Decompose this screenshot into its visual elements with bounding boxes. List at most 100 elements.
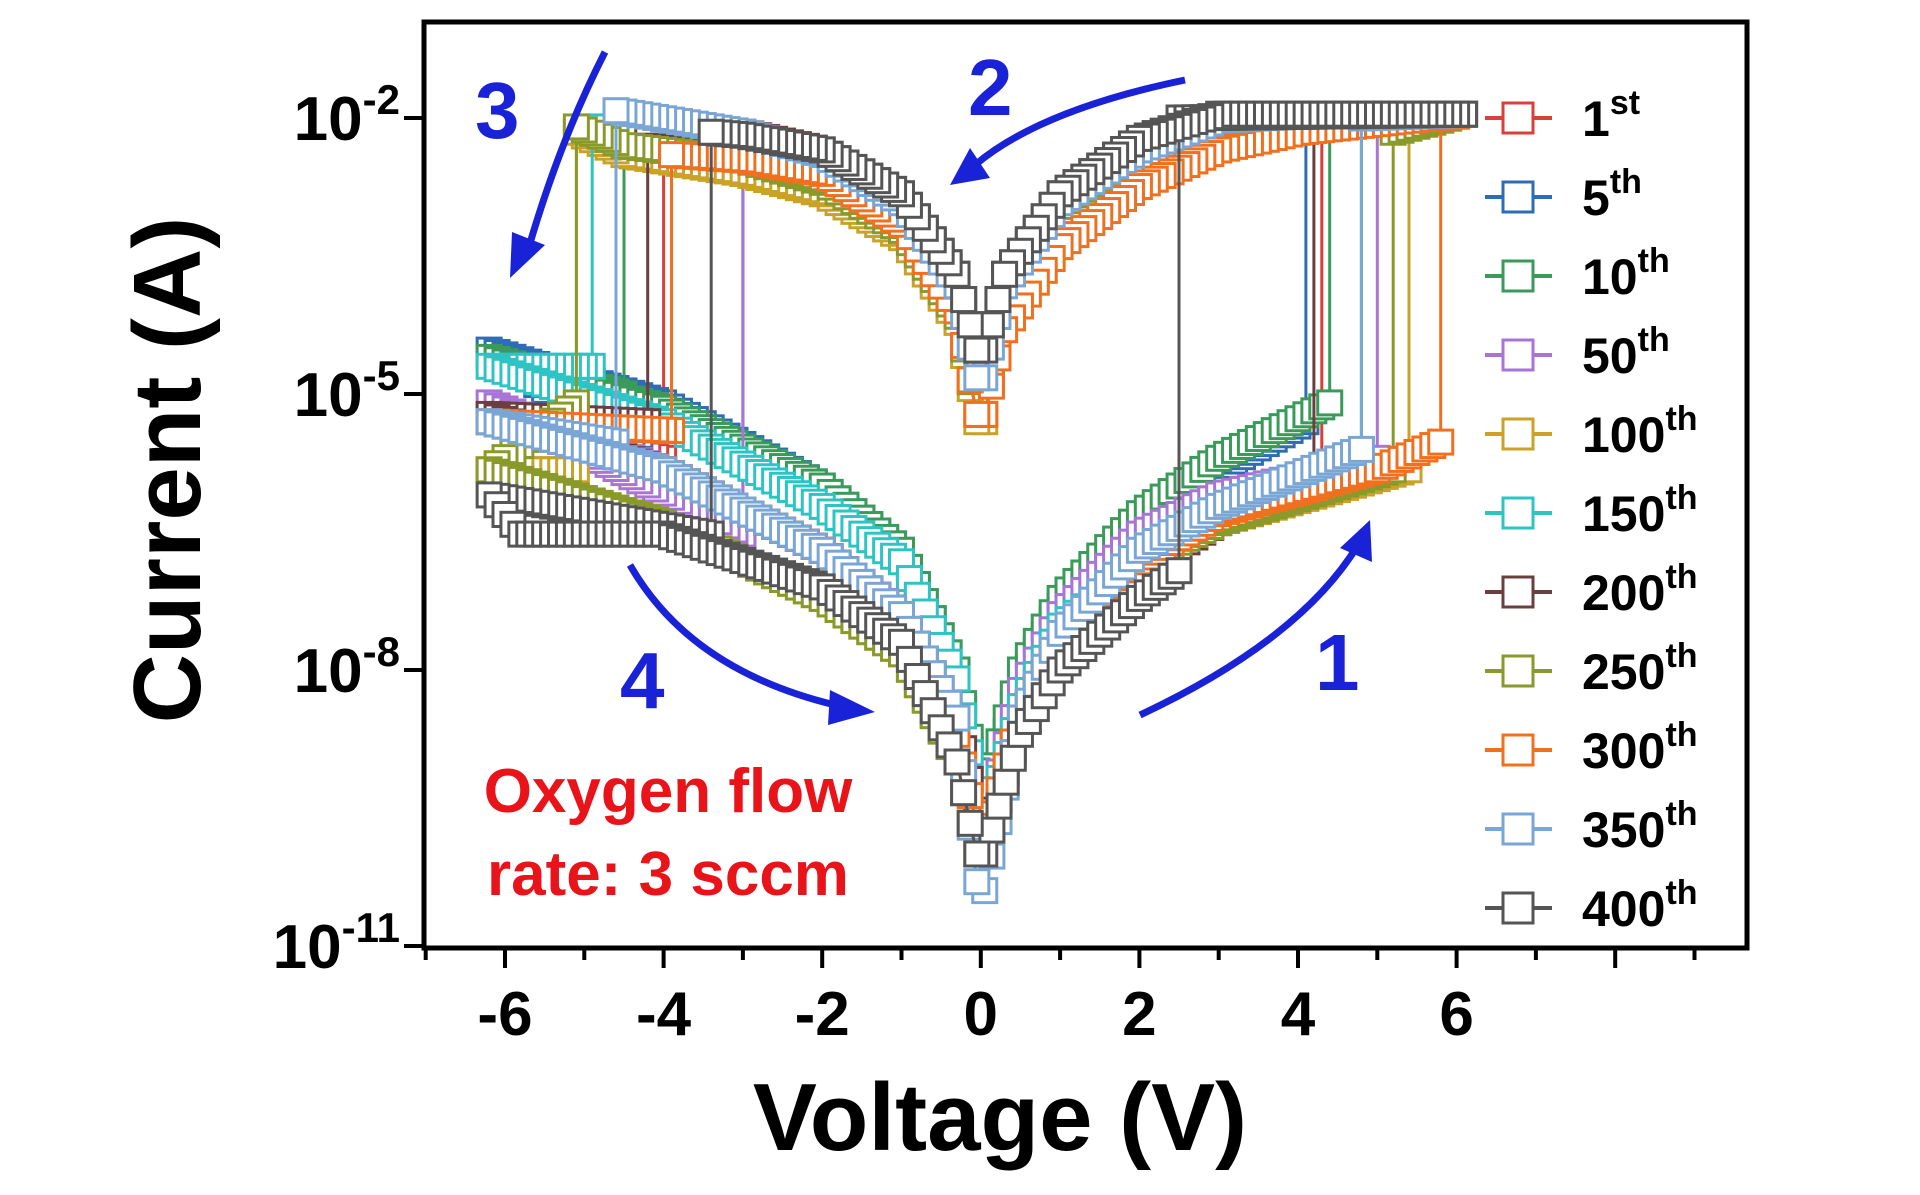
legend-number: 1	[1582, 91, 1610, 147]
legend-suffix: st	[1610, 84, 1640, 122]
legend-label: 150th	[1582, 479, 1698, 542]
arrow-3-head-icon	[510, 232, 545, 278]
legend-square-icon	[1501, 417, 1535, 451]
data-point	[950, 286, 978, 314]
arrow-3-icon	[524, 50, 609, 251]
legend-number: 150	[1582, 486, 1665, 542]
plot-frame	[421, 19, 1750, 951]
note-line-1: Oxygen flow	[484, 757, 853, 826]
arrow-heads	[510, 148, 1372, 725]
legend-suffix: th	[1665, 400, 1697, 438]
legend-item: 10th	[1485, 242, 1670, 305]
data-point	[984, 286, 1012, 314]
legend-square-icon	[1501, 180, 1535, 214]
legend-item: 200th	[1485, 558, 1698, 621]
legend-label: 400th	[1582, 874, 1698, 937]
legend-item: 150th	[1485, 479, 1698, 542]
sweep-label-1: 1	[1315, 618, 1360, 707]
x-tick-label: -4	[636, 980, 692, 1049]
legend-number: 300	[1582, 723, 1665, 779]
data-point	[963, 336, 991, 364]
y-tick-label: 10-2	[294, 76, 400, 154]
data-point	[602, 97, 630, 125]
legend-square-icon	[1501, 733, 1535, 767]
x-axis: -6 -4 -2 0 2 4 6	[423, 948, 1697, 1049]
legend-number: 250	[1582, 644, 1665, 700]
data-point	[697, 118, 725, 146]
data-point	[1427, 428, 1455, 456]
legend-label: 5th	[1582, 163, 1642, 226]
y-tick-exponent: -11	[342, 904, 400, 951]
y-tick-base: 10	[294, 361, 363, 430]
x-axis-title: Voltage (V)	[753, 1064, 1247, 1171]
data-point	[950, 779, 978, 807]
data-point	[956, 809, 984, 837]
data-point	[963, 400, 991, 428]
legend-square-icon	[1501, 259, 1535, 293]
legend-square-icon	[1501, 812, 1535, 846]
legend-square-icon	[1501, 891, 1535, 925]
legend-label: 10th	[1582, 242, 1670, 305]
y-tick-exponent: -2	[363, 76, 400, 123]
legend-label: 50th	[1582, 321, 1670, 384]
legend-suffix: th	[1665, 795, 1697, 833]
legend-square-icon	[1501, 654, 1535, 688]
y-tick-label: 10-11	[273, 904, 400, 982]
data-point	[1165, 557, 1193, 585]
sweep-label-4: 4	[620, 636, 665, 725]
legend-item: 250th	[1485, 637, 1698, 700]
legend-suffix: th	[1665, 479, 1697, 517]
series-400th	[475, 100, 1479, 868]
legend-label: 200th	[1582, 558, 1698, 621]
legend-item: 50th	[1485, 321, 1670, 384]
note-line-2: rate: 3 sccm	[487, 840, 849, 909]
legend-item: 400th	[1485, 874, 1698, 937]
legend-label: 350th	[1582, 795, 1698, 858]
arrow-4-icon	[626, 563, 836, 709]
data-point	[963, 364, 991, 392]
legend-label: 300th	[1582, 716, 1698, 779]
legend-suffix: th	[1665, 558, 1697, 596]
legend-number: 350	[1582, 802, 1665, 858]
data-point	[658, 141, 686, 169]
x-tick-label: 0	[964, 980, 998, 1049]
sweep-label-3: 3	[475, 66, 520, 155]
x-tick-label: 2	[1122, 980, 1156, 1049]
legend-label: 100th	[1582, 400, 1698, 463]
y-tick-base: 10	[294, 637, 363, 706]
sweep-arrows	[524, 50, 1361, 719]
x-tick-label: -2	[795, 980, 850, 1049]
arrow-4-head-icon	[828, 690, 875, 725]
legend-square-icon	[1501, 496, 1535, 530]
y-tick-exponent: -5	[363, 352, 400, 399]
legend-square-icon	[1501, 101, 1535, 135]
legend-suffix: th	[1665, 637, 1697, 675]
legend-suffix: th	[1638, 321, 1670, 359]
x-tick-label: 6	[1439, 980, 1473, 1049]
legend-suffix: th	[1638, 242, 1670, 280]
arrow-2-head-icon	[950, 148, 990, 185]
x-tick-label: -6	[477, 980, 532, 1049]
series-layer	[475, 97, 1479, 905]
legend-number: 10	[1582, 249, 1638, 305]
legend: 1st5th10th50th100th150th200th250th300th3…	[1485, 84, 1698, 937]
data-point	[985, 792, 1013, 820]
data-point	[1347, 435, 1375, 463]
data-point	[1316, 389, 1344, 417]
legend-suffix: th	[1610, 163, 1642, 201]
y-axis: 10-210-510-810-11	[273, 76, 424, 982]
legend-number: 50	[1582, 328, 1638, 384]
legend-number: 200	[1582, 565, 1665, 621]
data-point	[956, 311, 984, 339]
legend-number: 400	[1582, 881, 1665, 937]
data-point	[943, 748, 971, 776]
legend-suffix: th	[1665, 874, 1697, 912]
legend-item: 350th	[1485, 795, 1698, 858]
arrow-2-icon	[972, 76, 1186, 168]
y-tick-label: 10-5	[294, 352, 400, 430]
legend-square-icon	[1501, 338, 1535, 372]
arrow-1-head-icon	[1340, 520, 1372, 562]
sweep-label-2: 2	[968, 43, 1013, 132]
legend-item: 100th	[1485, 400, 1698, 463]
